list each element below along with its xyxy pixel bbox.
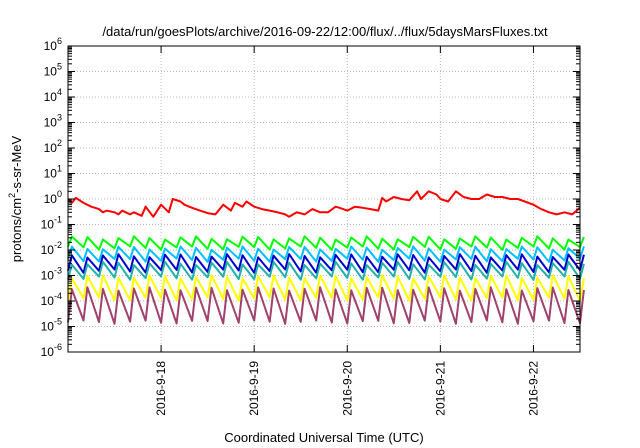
y-tick-label: 105: [44, 62, 62, 79]
y-axis-label: protons/cm2-s-sr-MeV: [7, 135, 24, 262]
y-axis: 106 105 104 103 102 101 100 10-1 10-2 10-3 10-4 10-…: [41, 36, 580, 359]
x-tick-label: 2016-9-21: [433, 361, 447, 416]
grid: [68, 46, 580, 352]
y-tick-label: 10-4: [41, 291, 62, 308]
x-tick-label: 2016-9-18: [154, 361, 168, 416]
y-axis-label-prefix: protons/cm: [9, 198, 24, 262]
x-axis-label: Coordinated Universal Time (UTC): [224, 430, 423, 445]
y-tick-label: 10-1: [41, 215, 62, 232]
series-line-6: [67, 274, 585, 302]
y-tick-label: 10-2: [41, 240, 62, 257]
x-tick-label: 2016-9-19: [247, 361, 261, 416]
x-axis: 2016-9-18 2016-9-19 2016-9-20 2016-9-21 2016…: [154, 46, 540, 416]
series-line-5: [67, 260, 585, 281]
y-tick-label: 106: [44, 36, 62, 53]
y-tick-label: 104: [44, 87, 62, 104]
y-axis-label-sup: 2: [7, 193, 17, 198]
x-tick-label: 2016-9-20: [340, 361, 354, 416]
series-line-7: [67, 286, 585, 325]
series-line-4: [67, 253, 585, 274]
y-tick-label: 101: [44, 164, 62, 181]
y-tick-label: 103: [44, 113, 62, 130]
y-tick-label: 102: [44, 138, 62, 155]
series-line-2: [67, 235, 585, 251]
series-group: [67, 190, 585, 325]
y-tick-label: 10-6: [41, 342, 62, 359]
chart-title: /data/run/goesPlots/archive/2016-09-22/1…: [102, 24, 548, 39]
y-tick-label: 10-3: [41, 266, 62, 283]
series-line-3: [67, 245, 585, 263]
y-axis-label-suffix: -s-sr-MeV: [9, 135, 24, 192]
y-tick-label: 10-5: [41, 317, 62, 334]
x-tick-label: 2016-9-22: [526, 361, 540, 416]
y-tick-label: 100: [44, 189, 62, 206]
series-line-1: [67, 190, 581, 218]
